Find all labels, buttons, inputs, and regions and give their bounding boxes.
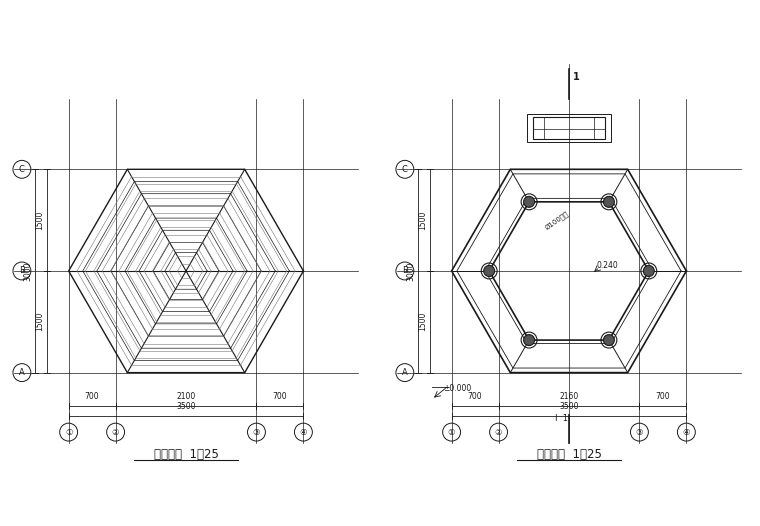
Text: 3000: 3000: [407, 261, 415, 281]
Text: ±0.000: ±0.000: [444, 384, 472, 393]
Circle shape: [483, 266, 495, 277]
Circle shape: [603, 196, 614, 207]
Text: C: C: [19, 165, 25, 174]
Text: C: C: [402, 165, 408, 174]
Text: 2160: 2160: [559, 392, 578, 401]
Text: ③: ③: [253, 428, 260, 437]
Text: 亭顶视图  1：25: 亭顶视图 1：25: [154, 448, 218, 461]
Text: 亭平面图  1：25: 亭平面图 1：25: [537, 448, 601, 461]
Text: ④: ④: [682, 428, 690, 437]
Text: ②: ②: [112, 428, 119, 437]
Text: ④: ④: [299, 428, 307, 437]
Text: Ø100木柱: Ø100木柱: [544, 210, 570, 231]
Text: 700: 700: [656, 392, 670, 401]
Circle shape: [524, 196, 534, 207]
Text: B: B: [402, 267, 408, 276]
Text: A: A: [402, 368, 408, 377]
Text: 0.240: 0.240: [597, 261, 619, 270]
Circle shape: [603, 335, 614, 346]
Text: A: A: [19, 368, 25, 377]
Text: 1500: 1500: [418, 312, 427, 331]
Text: 1500: 1500: [35, 312, 44, 331]
Text: 1500: 1500: [418, 210, 427, 230]
Text: 1500: 1500: [35, 210, 44, 230]
Text: ②: ②: [495, 428, 502, 437]
Text: ①: ①: [65, 428, 72, 437]
Text: I  1: I 1: [555, 413, 568, 423]
Bar: [527, 114, 611, 141]
Text: 1: 1: [573, 72, 580, 82]
Bar: [534, 117, 605, 139]
Text: 3500: 3500: [176, 402, 196, 411]
Text: 3500: 3500: [559, 402, 579, 411]
Text: 2100: 2100: [176, 392, 195, 401]
Text: 700: 700: [468, 392, 483, 401]
Text: ①: ①: [448, 428, 455, 437]
Circle shape: [524, 335, 534, 346]
Text: 700: 700: [273, 392, 287, 401]
Text: 3000: 3000: [24, 261, 33, 281]
Circle shape: [644, 266, 654, 277]
Text: 700: 700: [85, 392, 100, 401]
Text: B: B: [19, 267, 25, 276]
Text: ③: ③: [635, 428, 643, 437]
